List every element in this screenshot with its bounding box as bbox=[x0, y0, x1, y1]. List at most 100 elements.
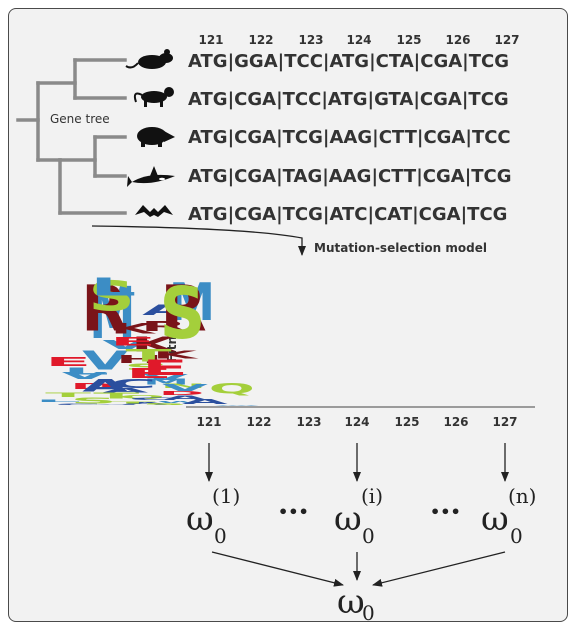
logo-position-124: 124 bbox=[344, 415, 369, 429]
omega-n-symbol: ω bbox=[481, 499, 509, 539]
mouse-icon bbox=[125, 49, 173, 69]
arrow-merge-right bbox=[372, 551, 506, 587]
logo-letter-125-A: A bbox=[142, 302, 189, 319]
omega-i-subscript: 0 bbox=[362, 524, 375, 548]
codon-position-124: 124 bbox=[346, 33, 371, 47]
logo-letter-127-Q: Q bbox=[209, 381, 255, 397]
omega-n: ω (n) 0 bbox=[481, 484, 537, 548]
ellipsis-right: ••• bbox=[430, 502, 461, 521]
logo-letter-126-T: T bbox=[126, 346, 173, 366]
logo-letter-127-S: S bbox=[160, 272, 206, 355]
codon-position-126: 126 bbox=[445, 33, 470, 47]
omega-1-symbol: ω bbox=[186, 499, 214, 539]
tree-to-model-arrow bbox=[91, 225, 306, 256]
gene-tree bbox=[16, 58, 127, 215]
omega-n-subscript: 0 bbox=[510, 524, 523, 548]
logo-letter-125-W: W bbox=[214, 404, 260, 405]
gene-tree-label-bg bbox=[45, 108, 121, 128]
model-label: Mutation-selection model bbox=[314, 241, 487, 255]
logo-letter-125-N: N bbox=[160, 382, 206, 389]
codon-positions: 121 122 123 124 125 126 127 bbox=[198, 33, 519, 47]
omega-1-superscript: (1) bbox=[212, 484, 240, 508]
logo-letter-123-S: S bbox=[89, 272, 135, 320]
logo-letter-123-C: C bbox=[92, 404, 138, 405]
logo-letter-124-T: T bbox=[93, 391, 139, 400]
ellipsis-left: ••• bbox=[278, 502, 309, 521]
codon-position-123: 123 bbox=[298, 33, 323, 47]
monkey-icon bbox=[133, 87, 174, 107]
boar-icon bbox=[137, 127, 175, 147]
codon-position-121: 121 bbox=[198, 33, 223, 47]
logo-letter-127-A: A bbox=[182, 398, 228, 406]
logo-letter-126-E: E bbox=[126, 366, 172, 381]
logo-letter-121-L: L bbox=[35, 399, 81, 403]
logo-position-125: 125 bbox=[394, 415, 419, 429]
omega-n-superscript: (n) bbox=[508, 484, 537, 508]
logo-letter-126-V: V bbox=[162, 382, 208, 394]
arrow-merge-left bbox=[211, 551, 344, 587]
logo-letter-125-K: K bbox=[153, 349, 199, 361]
orca-icon bbox=[127, 166, 175, 187]
logo-position-121: 121 bbox=[196, 415, 221, 429]
omega-0-subscript: 0 bbox=[362, 601, 375, 625]
logo-letter-122-R: R bbox=[81, 273, 127, 346]
omega-i: ω (i) 0 bbox=[334, 484, 383, 548]
logo-letter-124-C: C bbox=[110, 377, 156, 391]
logo-letter-125-R: R bbox=[141, 319, 187, 334]
logo-letter-124-K: K bbox=[131, 333, 178, 357]
logo-positions: 121 122 123 124 125 126 127 bbox=[196, 415, 517, 429]
logo-letter-121-V: V bbox=[62, 370, 108, 382]
logo-letter-124-M: M bbox=[169, 273, 215, 333]
omega-0-result: ω 0 bbox=[337, 582, 375, 625]
logo-letter-121-C: C bbox=[55, 404, 101, 406]
logo-letter-121-M: M bbox=[89, 273, 135, 356]
logo-letter-126-R: R bbox=[161, 273, 207, 346]
logo-letter-125-C: C bbox=[129, 397, 175, 401]
logo-letter-123-Q: Q bbox=[119, 395, 165, 400]
logo-letter-121-E: E bbox=[45, 355, 91, 369]
omega-i-superscript: (i) bbox=[361, 484, 383, 508]
logo-letter-125-D: D bbox=[158, 390, 204, 396]
logo-letter-125-V: V bbox=[142, 373, 188, 382]
bat-icon bbox=[135, 205, 173, 217]
sequence-boar: ATG|CGA|TCG|AAG|CTT|CGA|TCC bbox=[188, 127, 511, 148]
omega-i-symbol: ω bbox=[334, 499, 362, 539]
omega-0-symbol: ω bbox=[337, 582, 365, 622]
logo-letter-123-H: H bbox=[116, 353, 162, 366]
sequence-mouse: ATG|GGA|TCC|ATG|CTA|CGA|TCG bbox=[188, 51, 509, 72]
omega-1-subscript: 0 bbox=[214, 524, 227, 548]
logo-letter-125-L: L bbox=[90, 272, 136, 301]
logo-letter-126-A: A bbox=[162, 394, 208, 401]
logo-letter-125-E: E bbox=[110, 335, 156, 349]
logo-letter-123-K: K bbox=[111, 320, 158, 337]
sequence-orca: ATG|CGA|TAG|AAG|CTT|CGA|TCG bbox=[188, 166, 512, 187]
logo-position-122: 122 bbox=[246, 415, 271, 429]
logo-letter-123-L: L bbox=[63, 366, 109, 377]
logo-ylabel: Fitness bbox=[165, 313, 179, 362]
logo-letter-121-T: T bbox=[45, 392, 91, 399]
logo-letter-123-W: W bbox=[157, 400, 203, 403]
logo-position-123: 123 bbox=[296, 415, 321, 429]
codon-position-122: 122 bbox=[248, 33, 273, 47]
logo-letter-121-D: D bbox=[70, 382, 116, 391]
logo-letter-124-A: A bbox=[122, 401, 169, 405]
logo-letter-125-T: T bbox=[110, 401, 157, 404]
logo-letter-123-M: M bbox=[143, 377, 189, 386]
omega-1: ω (1) 0 bbox=[186, 484, 240, 548]
logo-letter-125-S: S bbox=[124, 362, 170, 373]
sequence-alignment: ATG|GGA|TCC|ATG|CTA|CGA|TCG ATG|CGA|TCC|… bbox=[188, 51, 512, 225]
logo-letter-122-A: A bbox=[82, 376, 128, 396]
logo-letter-126-S: S bbox=[142, 402, 188, 406]
logo-letter-127-E: E bbox=[142, 355, 188, 380]
gene-tree-label: Gene tree bbox=[50, 112, 110, 126]
logo-position-126: 126 bbox=[443, 415, 468, 429]
fitness-logo: MEVDTLCRVASSKVHLMAQWCMKICTALAREKSVNDCTWR… bbox=[35, 272, 260, 406]
logo-position-127: 127 bbox=[492, 415, 517, 429]
codon-position-127: 127 bbox=[494, 33, 519, 47]
codon-position-125: 125 bbox=[396, 33, 421, 47]
sequence-bat: ATG|CGA|TCG|ATC|CAT|CGA|TCG bbox=[188, 204, 507, 225]
logo-letter-123-A: A bbox=[102, 387, 148, 394]
logo-letter-123-V: V bbox=[102, 338, 149, 353]
logo-letter-122-V: V bbox=[82, 346, 129, 375]
